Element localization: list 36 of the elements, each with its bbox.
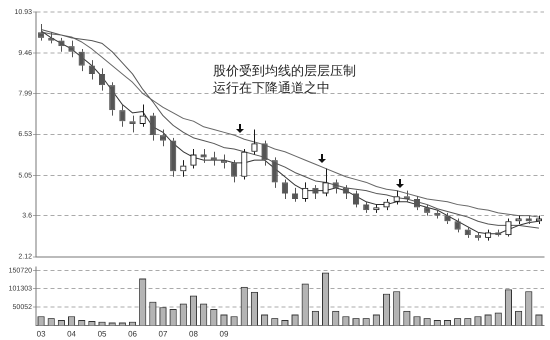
candlestick: [78, 48, 85, 72]
x-tick-label: 07: [158, 329, 168, 338]
x-tick-label: 06: [128, 329, 138, 338]
candlestick: [150, 112, 156, 142]
candlestick: [241, 148, 248, 180]
x-tick-label: 03: [36, 329, 46, 338]
candlestick: [363, 201, 370, 214]
candlestick: [231, 160, 238, 183]
candlestick: [322, 168, 329, 197]
candlestick: [58, 37, 64, 52]
candlestick: [424, 204, 430, 216]
candlestick: [68, 40, 75, 58]
candlestick: [312, 184, 318, 200]
x-tick-label: 05: [98, 329, 108, 338]
x-tick-label: 09: [220, 329, 229, 338]
annotation: 运行在下降通道之中: [213, 79, 330, 96]
candlestick: [200, 148, 207, 164]
candlestick: [170, 137, 176, 178]
candlestick: [109, 82, 116, 116]
candlestick: [262, 140, 268, 166]
x-tick-label: 08: [189, 329, 198, 338]
candlestick: [272, 156, 278, 188]
candlestick: [404, 190, 410, 202]
candlestick: [119, 104, 126, 128]
candlestick: [505, 218, 512, 238]
x-tick-label: 04: [67, 329, 77, 338]
candlestick: [464, 226, 471, 238]
candlestick: [282, 179, 288, 200]
candlestick: [474, 232, 482, 242]
candlestick: [190, 148, 197, 169]
candlestick: [98, 68, 106, 92]
candlestick: [220, 154, 228, 169]
candlestick: [302, 182, 308, 202]
annotation: 股价受到均线的层层压制: [213, 62, 356, 79]
candlestick: [129, 115, 136, 133]
candlestick: [352, 190, 360, 208]
